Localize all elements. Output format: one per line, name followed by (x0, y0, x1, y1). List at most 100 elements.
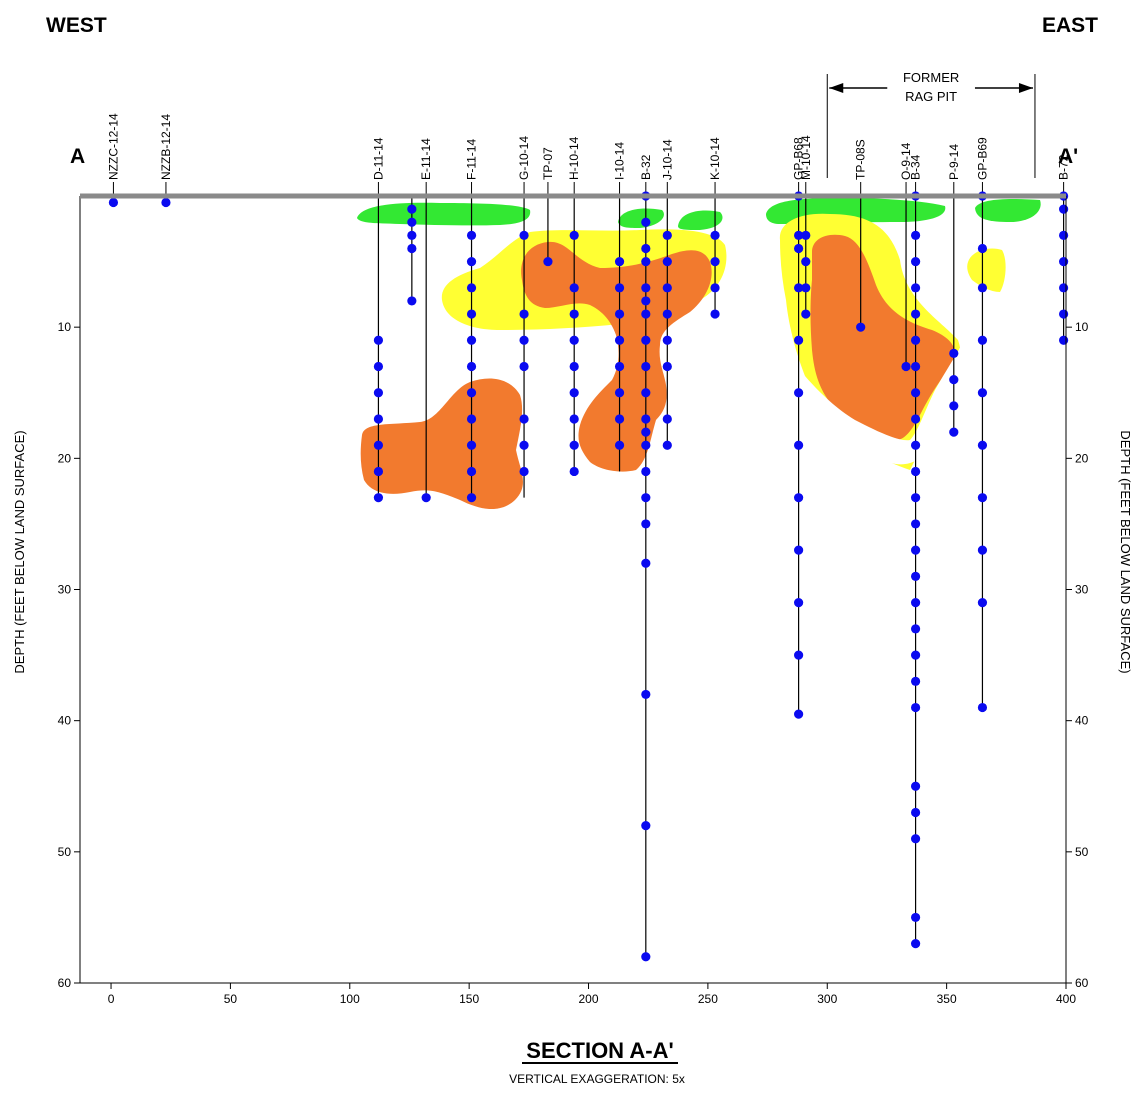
boring-label: P-9-14 (947, 144, 961, 180)
sample-point (569, 440, 579, 450)
sample-point (910, 624, 921, 634)
sample-point (1059, 309, 1069, 319)
sample-point (794, 388, 804, 398)
x-tick-label: 200 (579, 992, 599, 1006)
sample-point (641, 689, 651, 700)
sample-point (910, 912, 921, 923)
sample-point (569, 414, 579, 424)
boring-label: GP-B68 (792, 137, 806, 180)
sample-point (662, 309, 672, 319)
sample-point (910, 939, 921, 949)
sample-point (373, 335, 384, 345)
sample-point (794, 283, 804, 293)
sample-point (407, 296, 417, 306)
sample-point (641, 243, 651, 254)
sample-point (519, 361, 529, 372)
chart-subtitle: VERTICAL EXAGGERATION: 5x (509, 1072, 685, 1086)
west-label: WEST (46, 14, 107, 37)
sample-point (910, 545, 921, 555)
sample-point (977, 335, 988, 345)
y-tick-label-right: 30 (1075, 583, 1089, 597)
sample-point (614, 309, 625, 319)
boring-label: M-10-14 (799, 135, 813, 180)
sample-point (910, 440, 921, 450)
sample-point (856, 322, 866, 332)
boring-label: F-11-14 (465, 139, 479, 180)
sample-point (794, 335, 804, 345)
sample-point (466, 256, 477, 267)
sample-point (910, 807, 921, 818)
y-tick-label-right: 10 (1075, 320, 1089, 334)
sample-point (161, 197, 171, 208)
orange-zone-lower (360, 378, 523, 510)
x-tick-label: 50 (224, 992, 238, 1006)
sample-point (801, 283, 811, 293)
sample-point (710, 256, 720, 267)
sample-point (977, 283, 988, 293)
sample-point (569, 388, 579, 398)
boring-label: B-32 (639, 154, 653, 180)
sample-point (801, 309, 811, 319)
sample-point (614, 361, 625, 372)
sample-point (641, 558, 651, 568)
sample-point (466, 493, 477, 503)
sample-point (373, 440, 384, 450)
sample-point (794, 709, 804, 719)
sample-point (801, 256, 811, 267)
sample-point (710, 283, 720, 293)
sample-point (466, 309, 477, 319)
sample-point (466, 388, 477, 398)
sample-point (641, 952, 651, 962)
sample-point (614, 335, 625, 345)
sample-point (977, 702, 988, 713)
sample-point (466, 414, 477, 424)
sample-point (543, 256, 553, 267)
sample-point (519, 414, 529, 424)
sample-point (641, 493, 651, 503)
boring-label: NZZB-12-14 (159, 114, 173, 180)
sample-point (910, 571, 921, 581)
sample-point (373, 414, 384, 424)
sample-point (373, 493, 384, 503)
y-tick-label-left: 30 (58, 583, 72, 597)
green-zone-mid (618, 208, 664, 228)
sample-point (641, 519, 651, 529)
sample-point (977, 545, 988, 555)
sample-point (662, 335, 672, 345)
chart-title: SECTION A-A' (526, 1038, 673, 1063)
sample-point (641, 361, 651, 372)
sample-point (641, 256, 651, 267)
contamination-zones (357, 198, 1041, 510)
sample-point (662, 440, 672, 450)
section-start-label: A (70, 145, 85, 168)
sample-point (641, 821, 651, 831)
x-tick-label: 0 (108, 992, 115, 1006)
sample-point (801, 230, 811, 240)
sample-point (910, 309, 921, 319)
sample-point (373, 388, 384, 398)
x-tick-label: 300 (817, 992, 837, 1006)
sample-point (641, 466, 651, 477)
boring-label: K-10-14 (708, 137, 722, 180)
sample-point (641, 440, 651, 450)
sample-point (519, 335, 529, 345)
x-tick-label: 100 (340, 992, 360, 1006)
sample-point (641, 388, 651, 398)
boring-label: O-9-14 (899, 142, 913, 180)
sample-point (977, 493, 988, 503)
sample-point (949, 375, 959, 385)
y-tick-label-left: 10 (58, 320, 72, 334)
sample-point (662, 361, 672, 372)
sample-point (614, 283, 625, 293)
boring-label: NZZC-12-14 (106, 113, 120, 180)
sample-point (373, 466, 384, 477)
sample-point (466, 335, 477, 345)
sample-point (662, 414, 672, 424)
east-label: EAST (1042, 14, 1098, 37)
orange-zone-upper (521, 241, 712, 472)
sample-point (614, 414, 625, 424)
boring-label: B-34 (909, 154, 923, 180)
sample-point (662, 256, 672, 267)
sample-point (794, 493, 804, 503)
